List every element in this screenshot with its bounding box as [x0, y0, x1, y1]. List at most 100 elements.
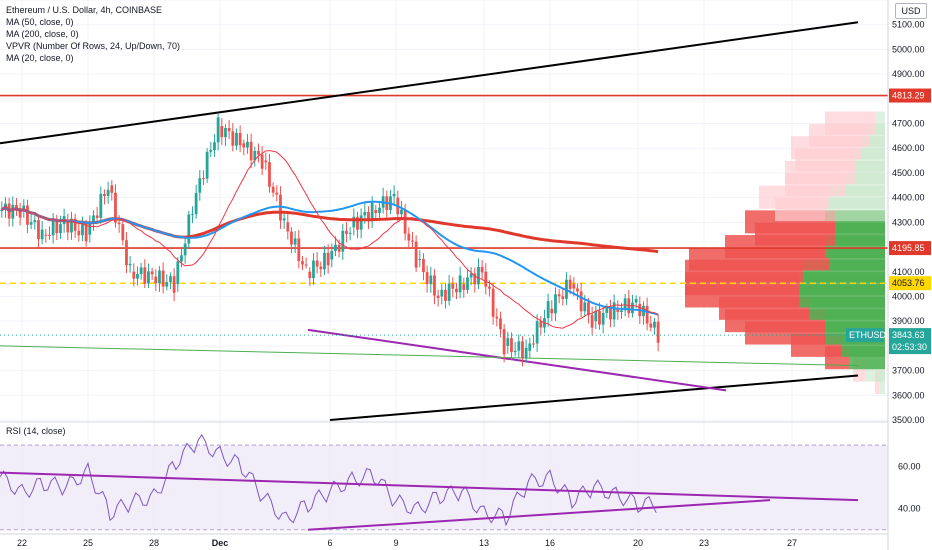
candle-body	[631, 302, 634, 314]
candle-body	[154, 276, 158, 284]
candle-body	[55, 219, 59, 234]
candle-body	[235, 132, 238, 146]
candle-body	[348, 232, 352, 234]
candle-body	[411, 240, 414, 242]
candle-body	[590, 314, 594, 328]
legend-ma50[interactable]: MA (50, close, 0)	[6, 17, 74, 27]
candle-body	[433, 275, 436, 296]
candle-body	[374, 210, 378, 214]
candle-body	[444, 289, 447, 301]
candle-body	[205, 151, 209, 179]
candle-body	[532, 343, 535, 345]
rsi-legend[interactable]: RSI (14, close)	[6, 426, 66, 436]
candle-body	[187, 214, 191, 244]
candle-body	[480, 266, 484, 273]
candle-body	[535, 321, 539, 344]
candle-body	[469, 273, 473, 278]
candle-body	[499, 318, 502, 330]
level-price-tag	[889, 88, 931, 103]
price-labels: 4813.29 4195.85 4053.76 ETHUSD 3843.63 02:53:…	[0, 88, 931, 355]
legend-ma200[interactable]: MA (200, close, 0)	[6, 29, 79, 39]
candle-body	[260, 154, 264, 169]
candle-body	[645, 305, 649, 324]
candle-body	[315, 260, 319, 267]
candle-body	[18, 208, 22, 218]
time-tick-label: 6	[327, 538, 332, 548]
rsi-series-line	[0, 433, 657, 527]
candle-body	[330, 250, 334, 260]
candle-body	[447, 283, 451, 301]
candle-body	[517, 341, 521, 351]
price-tick-label: 3700.00	[892, 366, 925, 376]
level-price-tag	[889, 241, 931, 256]
candle-body	[73, 218, 77, 231]
trendline-purple	[307, 328, 727, 392]
candle-body	[312, 260, 315, 279]
candle-body	[216, 117, 220, 143]
price-axis: 3500.003600.003700.003800.003900.004000.…	[892, 20, 925, 425]
candle-body	[125, 240, 128, 266]
candle-body	[521, 341, 524, 358]
candle-body	[598, 310, 601, 325]
symbol-tag-text: ETHUSD	[849, 330, 887, 340]
legend-ma20[interactable]: MA (20, close, 0)	[6, 53, 74, 63]
candle-body	[616, 308, 620, 312]
time-tick-label: 23	[699, 538, 709, 548]
candle-body	[114, 192, 117, 223]
candle-body	[183, 243, 187, 256]
vp-down-bar	[875, 370, 879, 394]
chart-legend: Ethereum / U.S. Dollar, 4h, COINBASE MA …	[6, 4, 180, 64]
candle-body	[352, 216, 356, 228]
candle-body	[44, 234, 48, 236]
trendlines	[0, 21, 859, 421]
candle-body	[502, 329, 506, 355]
candle-body	[572, 284, 576, 289]
candle-body	[37, 220, 40, 240]
candle-body	[110, 185, 114, 193]
candle-body	[436, 295, 440, 299]
candle-body	[466, 277, 469, 290]
candle-body	[191, 214, 194, 216]
candle-body	[165, 282, 169, 287]
price-tick-label: 4300.00	[892, 217, 925, 227]
candle-body	[583, 302, 587, 312]
candle-body	[26, 205, 29, 225]
candle-body	[202, 178, 205, 180]
candle-body	[231, 131, 235, 146]
candle-body	[51, 219, 55, 236]
candle-body	[95, 215, 99, 218]
candle-body	[510, 338, 513, 353]
time-axis: 22 25 28 Dec 6 9 13 16 20 23 27	[17, 538, 797, 548]
price-tick-label: 4400.00	[892, 193, 925, 203]
candle-body	[491, 288, 495, 317]
candle-body	[506, 338, 510, 346]
rsi-trendline	[307, 499, 771, 531]
candle-body	[422, 258, 425, 273]
candle-body	[275, 192, 279, 195]
time-tick-label: Dec	[212, 538, 229, 548]
time-tick-label: 25	[83, 538, 93, 548]
currency-button[interactable]: USD	[895, 3, 927, 19]
candle-body	[473, 273, 477, 285]
candle-body	[528, 343, 532, 351]
candle-body	[106, 189, 110, 197]
candle-body	[513, 350, 517, 353]
price-tick-label: 3600.00	[892, 390, 925, 400]
candle-body	[0, 210, 4, 211]
candle-body	[282, 218, 286, 221]
candle-body	[198, 178, 202, 193]
candle-body	[539, 321, 543, 328]
candle-body	[33, 220, 37, 223]
candle-body	[88, 222, 92, 235]
candle-body	[550, 308, 554, 314]
legend-symbol[interactable]: Ethereum / U.S. Dollar, 4h, COINBASE	[6, 5, 163, 15]
vp-up-bar	[879, 370, 885, 394]
candle-body	[356, 216, 359, 230]
candle-body	[40, 229, 44, 240]
candle-body	[370, 202, 374, 222]
candle-body	[297, 238, 301, 262]
candle-body	[326, 252, 330, 266]
candle-body	[568, 279, 572, 289]
legend-vpvr[interactable]: VPVR (Number Of Rows, 24, Up/Down, 70)	[6, 41, 181, 51]
